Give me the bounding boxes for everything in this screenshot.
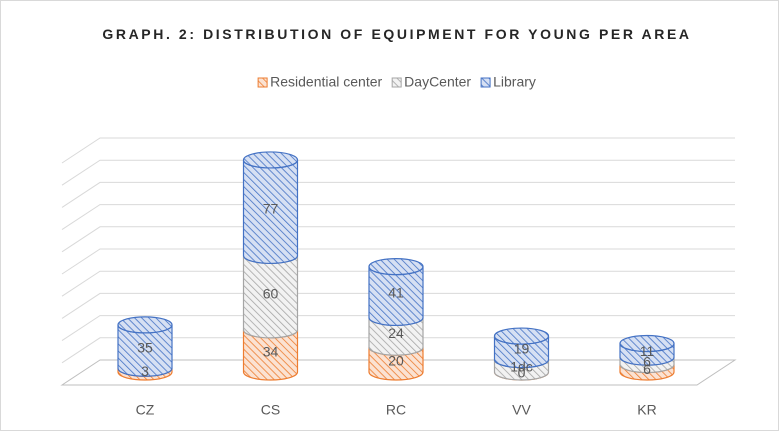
chart-title: GRAPH. 2: DISTRIBUTION OF EQUIPMENT FOR … (102, 26, 692, 42)
x-tick-label: CS (261, 402, 280, 418)
x-tick-label: KR (637, 402, 656, 418)
grid-line (61, 248, 735, 275)
x-tick-label: RC (386, 402, 406, 418)
legend-label: Library (493, 74, 536, 90)
legend-swatch (391, 77, 402, 88)
grid-line (61, 292, 735, 319)
x-tick-label: VV (512, 402, 531, 418)
data-label: 1dc (510, 359, 533, 375)
data-label: 77 (263, 200, 279, 216)
legend-swatch (480, 77, 491, 88)
data-label: 19 (514, 341, 530, 357)
cylinder-top (368, 258, 424, 276)
data-label: 6 (643, 354, 651, 370)
grid-line (61, 137, 735, 164)
grid-line (61, 159, 735, 186)
data-label: 60 (263, 285, 279, 301)
grid-line (61, 270, 735, 297)
grid-line (61, 226, 735, 253)
grid-line (61, 204, 735, 231)
data-label: 20 (388, 352, 404, 368)
legend-swatch (257, 77, 268, 88)
cylinder-top (117, 316, 173, 334)
data-label: 6 (643, 361, 651, 377)
data-label: 0 (518, 365, 526, 381)
data-label: 11 (640, 343, 655, 359)
cylinder-top (242, 151, 299, 169)
grid-line (61, 181, 735, 208)
grid-line (61, 315, 735, 342)
data-label: 3 (141, 363, 149, 379)
data-label: 35 (137, 339, 153, 355)
data-label: 41 (388, 285, 404, 301)
legend-label: Residential center (270, 74, 382, 90)
cylinder-top (493, 327, 550, 345)
legend-label: DayCenter (404, 74, 471, 90)
x-tick-label: CZ (136, 402, 155, 418)
cylinder-top (619, 334, 675, 353)
data-label: 24 (388, 325, 404, 341)
data-label: 34 (263, 344, 279, 360)
